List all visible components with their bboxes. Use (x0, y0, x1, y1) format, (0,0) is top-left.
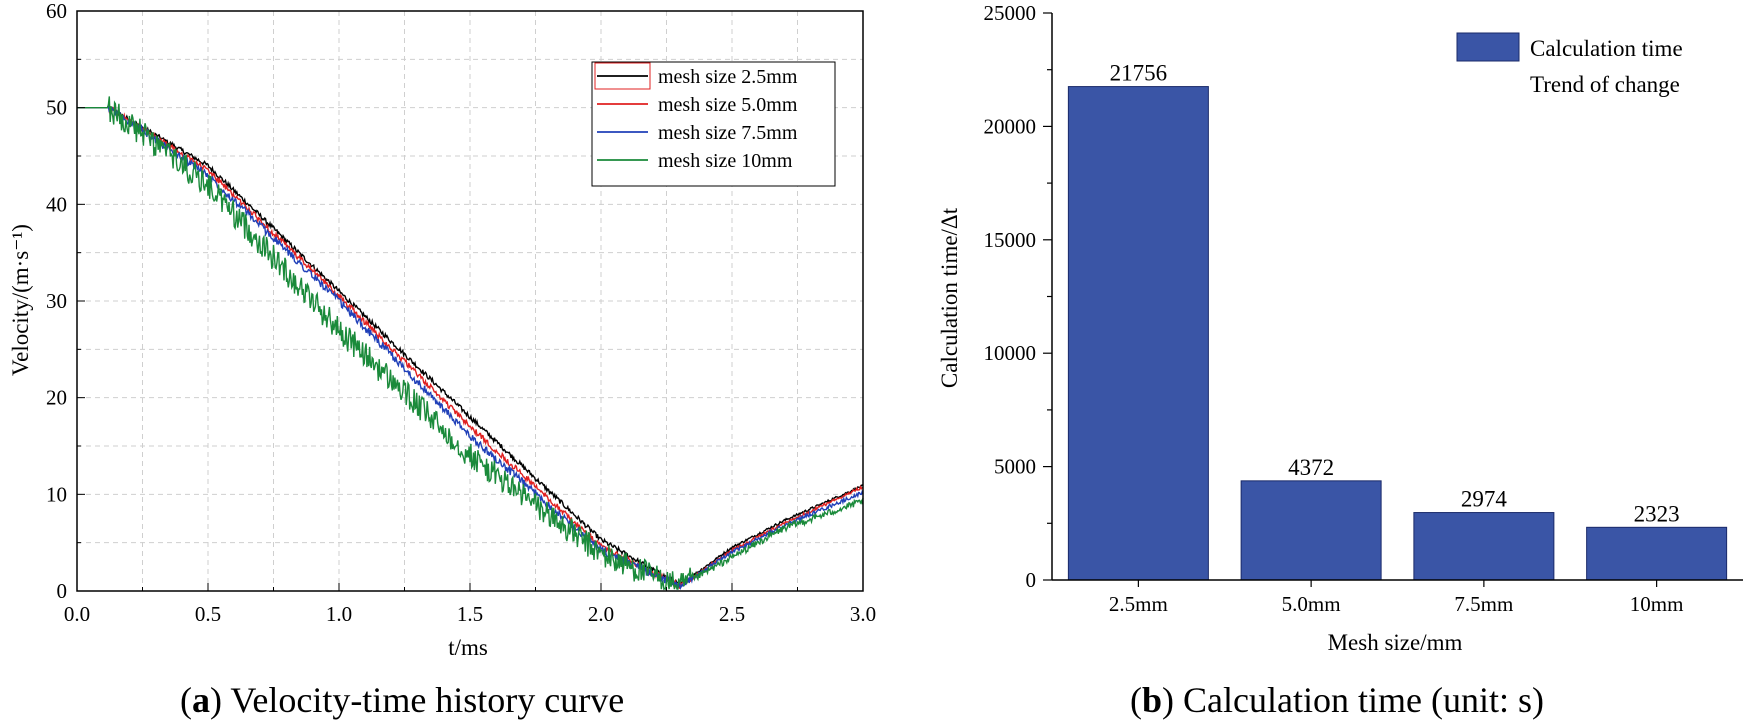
x-axis-title-a: t/ms (448, 635, 488, 660)
x-tick-label-b: 7.5mm (1454, 592, 1513, 616)
y-tick-label: 0 (57, 579, 68, 603)
y-tick-label-b: 0 (1026, 568, 1037, 592)
bar-value-label: 2974 (1461, 487, 1508, 512)
x-tick-label-b: 5.0mm (1282, 592, 1341, 616)
x-tick-label: 1.5 (457, 602, 483, 626)
y-tick-label-b: 5000 (994, 455, 1036, 479)
legend-highlight (594, 62, 651, 90)
axis-ticks-a: 0.0 0.5 1.0 1.5 2.0 2.5 3.0 0 10 20 30 40 50 60 (46, 0, 876, 626)
y-tick-label-b: 15000 (984, 228, 1037, 252)
bar-value-label: 2323 (1634, 501, 1680, 526)
y-tick-label: 40 (46, 192, 67, 216)
legend-box-a (591, 61, 836, 187)
y-tick-label: 60 (46, 0, 67, 23)
y-axis-title-b: Calculation time/Δt (937, 207, 962, 388)
y-tick-label-b: 25000 (984, 1, 1037, 25)
legend-swatch-calculation-time (1456, 32, 1520, 62)
x-tick-label: 2.0 (588, 602, 614, 626)
y-tick-label: 30 (46, 289, 67, 313)
y-tick-label: 10 (46, 482, 67, 506)
x-axis-title-b: Mesh size/mm (1328, 630, 1463, 655)
x-tick-label: 0.5 (195, 602, 221, 626)
legend-label-3: mesh size 7.5mm (658, 122, 798, 144)
x-tick-label: 2.5 (719, 602, 745, 626)
legend-label-calculation-time: Calculation time (1530, 36, 1683, 61)
x-tick-label-b: 2.5mm (1109, 592, 1168, 616)
bars: 21756 4372 2974 2323 (1067, 61, 1728, 581)
bar-2.5mm (1067, 86, 1209, 581)
caption-b: (b) Calculation time (unit: s) (1130, 680, 1544, 720)
series-line-1 (77, 103, 864, 588)
series-lines (77, 96, 864, 591)
y-tick-label-b: 20000 (984, 114, 1037, 138)
caption-a: (a) Velocity-time history curve (180, 680, 624, 720)
legend-b: Calculation time Trend of change (1456, 32, 1683, 97)
bar-10mm (1586, 526, 1728, 581)
calculation-time-chart: 21756 4372 2974 2323 0 5000 10000 15000 20000 25… (937, 1, 1743, 720)
y-axis-title-a: Velocity/(m·s⁻¹) (8, 224, 33, 376)
y-tick-label: 20 (46, 386, 67, 410)
legend-label-2: mesh size 5.0mm (658, 94, 798, 116)
legend-label-4: mesh size 10mm (658, 150, 793, 172)
legend-label-trend-of-change: Trend of change (1530, 72, 1680, 97)
bar-7.5mm (1413, 512, 1555, 581)
bar-5.0mm (1240, 480, 1382, 581)
x-tick-label: 0.0 (64, 602, 90, 626)
legend-label-1: mesh size 2.5mm (658, 66, 798, 88)
y-tick-label: 50 (46, 96, 67, 120)
grid-lines (77, 11, 863, 591)
series-line-3 (77, 102, 864, 591)
x-tick-label: 3.0 (850, 602, 876, 626)
axis-ticks-b: 0 5000 10000 15000 20000 25000 2.5mm 5.0mm 7.5mm… (984, 1, 1684, 616)
legend-a: mesh size 2.5mm mesh size 5.0mm mesh size … (591, 61, 836, 187)
series-line-4 (77, 96, 864, 591)
x-tick-label: 1.0 (326, 602, 352, 626)
bar-value-label: 21756 (1110, 61, 1168, 86)
y-tick-label-b: 10000 (984, 341, 1037, 365)
bar-value-label: 4372 (1288, 455, 1334, 480)
x-tick-label-b: 10mm (1630, 592, 1684, 616)
